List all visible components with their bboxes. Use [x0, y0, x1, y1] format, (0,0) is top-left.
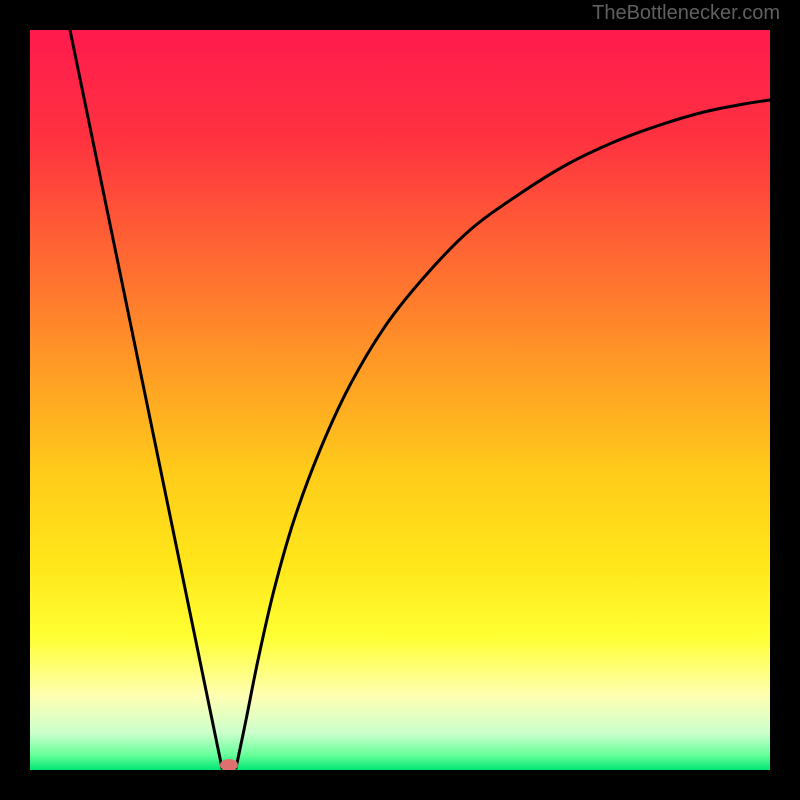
watermark-label: TheBottlenecker.com — [592, 2, 780, 25]
chart-container: TheBottlenecker.com — [0, 0, 800, 800]
plot-area — [30, 30, 770, 770]
curve-plot — [30, 30, 770, 770]
optimal-marker — [220, 759, 238, 770]
